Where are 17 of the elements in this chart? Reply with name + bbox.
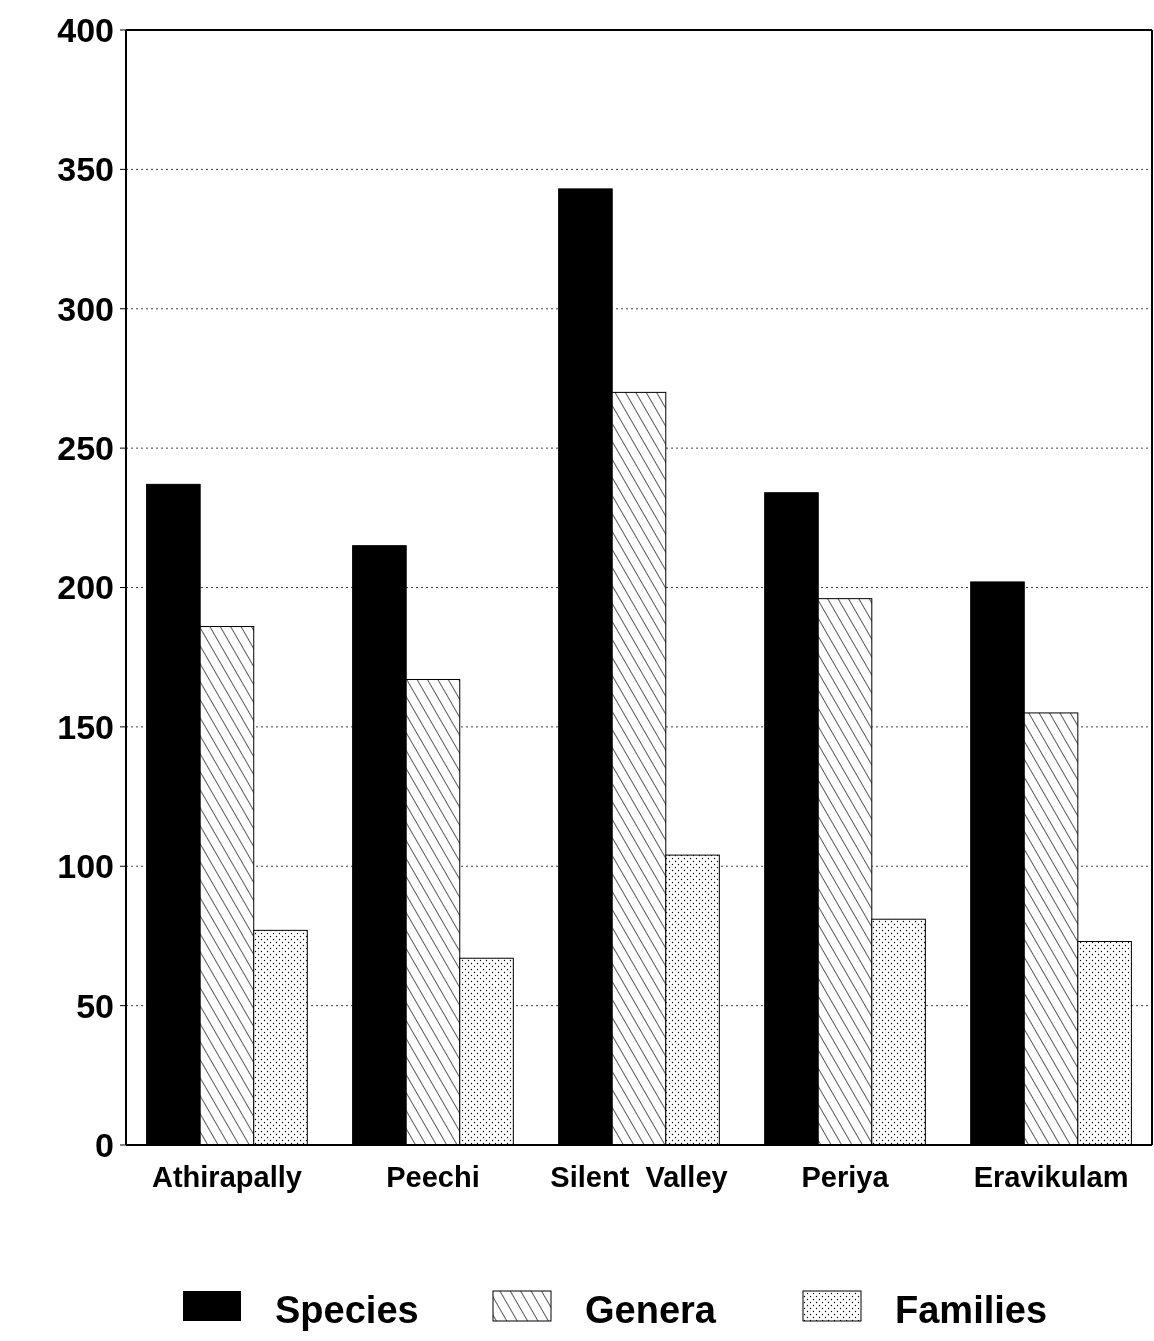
- legend-label: Families: [895, 1289, 1048, 1331]
- y-tick-label: 300: [57, 289, 114, 328]
- x-tick-label: Eravikulam: [973, 1161, 1129, 1193]
- x-tick-label: Peechi: [386, 1161, 480, 1193]
- legend-label: Species: [275, 1289, 419, 1331]
- y-tick-label: 200: [57, 568, 114, 607]
- x-tick-label: Silent Valley: [550, 1161, 728, 1193]
- x-tick-label: Periya: [801, 1161, 890, 1193]
- y-tick-label: 400: [57, 10, 114, 49]
- y-tick-label: 0: [95, 1125, 114, 1164]
- y-tick-label: 100: [57, 847, 114, 886]
- y-tick-label: 250: [57, 429, 114, 468]
- x-tick-label: Athirapally: [152, 1161, 302, 1193]
- y-tick-label: 350: [57, 150, 114, 189]
- y-tick-label: 50: [76, 986, 114, 1025]
- legend-label: Genera: [585, 1289, 717, 1331]
- y-tick-label: 150: [57, 707, 114, 746]
